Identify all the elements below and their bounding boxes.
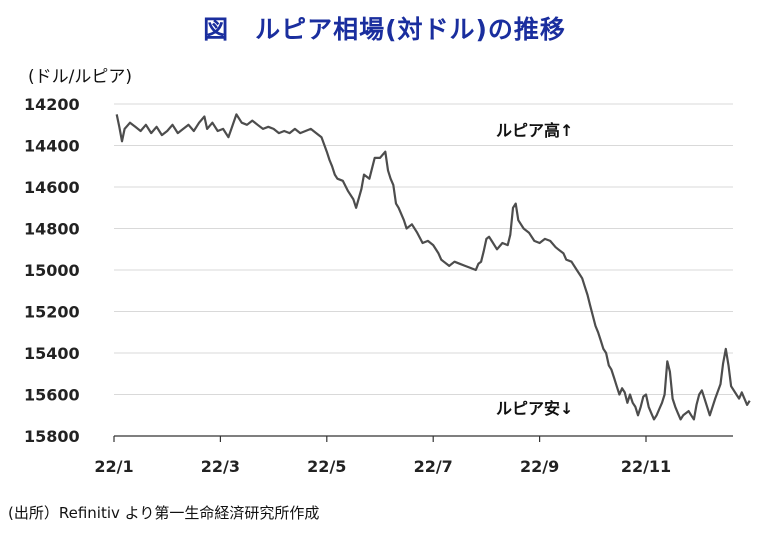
x-tick-label: 22/11	[621, 457, 671, 476]
y-tick-label: 14800	[24, 220, 80, 239]
source-note: (出所）Refinitiv より第一生命経済研究所作成	[8, 504, 320, 522]
x-tick-label: 22/3	[201, 457, 240, 476]
y-tick-label: 15400	[24, 344, 80, 363]
gridlines	[114, 103, 733, 395]
annotation-rupiah-strong: ルピア高↑	[496, 121, 573, 140]
series-group	[115, 113, 751, 421]
x-tick-label: 22/9	[520, 457, 559, 476]
y-tick-label: 14400	[24, 137, 80, 156]
y-axis-unit-label: (ドル/ルピア)	[28, 67, 132, 87]
y-tick-label: 15000	[24, 261, 80, 280]
y-tick-label: 15800	[24, 427, 80, 446]
y-tick-label: 14600	[24, 178, 80, 197]
annotations: ルピア高↑ ルピア安↓	[496, 121, 573, 418]
annotation-rupiah-weak: ルピア安↓	[496, 399, 573, 418]
rupiah-series-line	[115, 113, 751, 421]
x-tick-label: 22/1	[94, 457, 133, 476]
chart-title: 図 ルピア相場(対ドル)の推移	[203, 15, 566, 44]
y-tick-label: 15600	[24, 386, 80, 405]
x-tick-label: 22/5	[307, 457, 346, 476]
y-tick-labels: 14200 14400 14600 14800 15000 15200 15400 15600…	[24, 95, 80, 446]
y-tick-label: 15200	[24, 303, 80, 322]
y-tick-label: 14200	[24, 95, 80, 114]
x-axis: 22/1 22/3 22/5 22/7 22/9 22/11	[94, 435, 733, 476]
x-tick-label: 22/7	[414, 457, 453, 476]
